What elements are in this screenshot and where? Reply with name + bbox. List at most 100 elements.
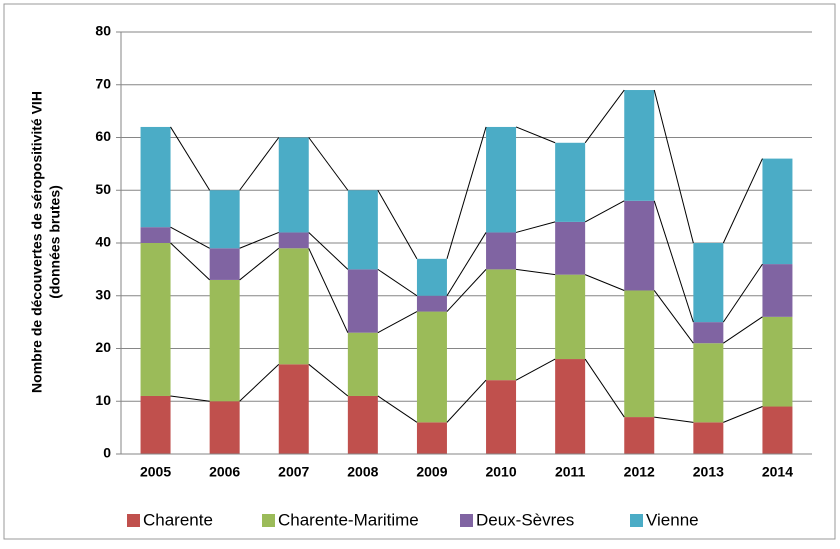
bar-segment — [486, 232, 517, 270]
series-line — [584, 89, 625, 144]
bar-segment — [416, 422, 447, 454]
series-line — [377, 311, 418, 334]
legend-swatch — [630, 514, 643, 527]
y-axis-title-line: (données brutes) — [47, 185, 63, 299]
series-line — [446, 379, 487, 423]
series-line — [377, 395, 418, 423]
series-line — [239, 363, 280, 402]
legend-label: Deux-Sèvres — [476, 510, 574, 529]
x-tick-label: 2014 — [762, 464, 793, 480]
bar-segment — [624, 90, 655, 201]
x-tick-label: 2005 — [140, 464, 171, 480]
series-line — [653, 290, 694, 344]
legend-label: Charente-Maritime — [278, 510, 419, 529]
bar-segment — [555, 359, 586, 454]
y-tick-label: 70 — [95, 75, 111, 91]
bar-segment — [140, 395, 171, 454]
bar-segment — [693, 343, 724, 423]
bar-segment — [347, 190, 378, 270]
bar-segment — [624, 417, 655, 454]
bar-segment — [209, 279, 240, 402]
bar-segment — [762, 406, 793, 454]
series-line — [584, 274, 625, 291]
x-tick-label: 2007 — [278, 464, 309, 480]
series-line — [446, 269, 487, 312]
bar-segment — [555, 274, 586, 360]
x-tick-label: 2010 — [485, 464, 516, 480]
series-line — [239, 231, 279, 249]
bar-segment — [209, 401, 240, 454]
bar-segment — [278, 232, 309, 249]
x-tick-label: 2012 — [624, 464, 655, 480]
series-line — [515, 126, 556, 144]
legend-swatch — [262, 514, 275, 527]
series-line — [653, 89, 694, 244]
y-axis-title: Nombre de découvertes de séropositivité … — [29, 91, 63, 393]
series-line — [515, 221, 556, 233]
series-line — [722, 263, 763, 323]
series-line — [170, 242, 210, 281]
y-tick-label: 60 — [95, 128, 111, 144]
series-line — [377, 190, 418, 260]
x-tick-label: 2011 — [555, 464, 586, 480]
y-tick-label: 50 — [95, 181, 111, 197]
series-line — [377, 268, 418, 297]
bar-segment — [555, 221, 586, 275]
series-line — [654, 416, 694, 423]
bar-segment — [140, 227, 171, 243]
bar-segment — [416, 295, 447, 312]
legend-label: Charente — [143, 510, 213, 529]
y-tick-label: 30 — [95, 286, 111, 302]
x-tick-label: 2006 — [209, 464, 240, 480]
bar-segment — [624, 200, 655, 291]
bar-segment — [416, 258, 447, 296]
x-tick-label: 2008 — [347, 464, 378, 480]
legend-label: Vienne — [646, 510, 699, 529]
series-line — [515, 268, 556, 276]
legend-swatch — [460, 514, 473, 527]
bar-segment — [762, 316, 793, 407]
series-line — [170, 126, 211, 191]
series-line — [239, 247, 280, 281]
bar-segment — [416, 311, 447, 423]
legend-swatch — [127, 514, 140, 527]
bar-segment — [347, 269, 378, 333]
bar-segment — [278, 137, 309, 233]
bar-segment — [486, 269, 517, 381]
bar-segment — [555, 142, 586, 222]
y-tick-label: 40 — [95, 234, 111, 250]
y-tick-label: 10 — [95, 392, 111, 408]
series-line — [446, 126, 487, 259]
series-line — [308, 232, 349, 270]
y-tick-label: 80 — [95, 23, 111, 39]
bar-segment — [693, 322, 724, 344]
bar-segment — [486, 126, 517, 233]
bar-segment — [347, 395, 378, 454]
series-line — [239, 137, 280, 191]
bar-segment — [278, 248, 309, 365]
y-tick-label: 0 — [103, 445, 111, 461]
series-line — [584, 358, 625, 418]
x-tick-label: 2009 — [416, 464, 447, 480]
series-line — [723, 406, 763, 423]
series-line — [308, 137, 349, 191]
series-line — [653, 200, 694, 323]
bar-segment — [347, 332, 378, 396]
series-line — [308, 363, 349, 397]
bar-segment — [486, 380, 517, 454]
series-line — [446, 232, 487, 297]
x-tick-label: 2013 — [693, 464, 724, 480]
bar-segment — [278, 364, 309, 454]
series-line — [170, 226, 210, 249]
bar-segment — [624, 290, 655, 418]
series-line — [584, 200, 625, 223]
bar-segment — [693, 243, 724, 323]
series-line — [722, 158, 763, 244]
bar-segment — [762, 158, 793, 265]
series-line — [723, 316, 763, 344]
bar-segment — [140, 126, 171, 228]
bar-segment — [209, 248, 240, 280]
series-line — [515, 358, 556, 381]
y-tick-label: 20 — [95, 339, 111, 355]
